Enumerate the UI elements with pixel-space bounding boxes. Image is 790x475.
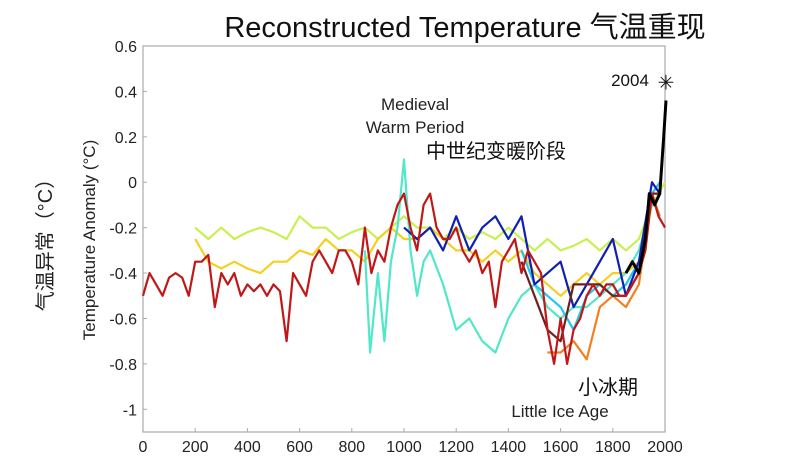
series-line-dark-red: [141, 192, 666, 365]
series-line-yellow-green: [194, 181, 666, 252]
annotation-lia-en: Little Ice Age: [511, 402, 608, 421]
annotation-warm-period: Warm Period: [366, 118, 465, 137]
x-tick-label: 1800: [595, 439, 631, 456]
x-tick-label: 800: [338, 439, 365, 456]
x-tick-label: 1400: [491, 439, 527, 456]
x-tick-label: 0: [139, 439, 148, 456]
y-tick-label: 0.4: [115, 84, 137, 101]
y-tick-label: 0: [128, 175, 137, 192]
y-tick-label: 0.2: [115, 130, 137, 147]
chart-title: Reconstructed Temperature 气温重现: [224, 11, 705, 44]
x-tick-label: 2000: [647, 439, 683, 456]
annotation-medieval: Medieval: [381, 95, 449, 114]
y-tick-label: -1: [123, 402, 137, 419]
y-axis-label: Temperature Anomaly (°C) 气温异常（°C）: [34, 140, 99, 340]
x-tick-label: 1200: [438, 439, 474, 456]
y-tick-label: -0.6: [109, 311, 137, 328]
y-axis-label-cn: 气温异常（°C）: [34, 169, 57, 311]
y-tick-label: -0.8: [109, 357, 137, 374]
y-axis-label-en: Temperature Anomaly (°C): [80, 140, 99, 340]
y-tick-label: -0.2: [109, 221, 137, 238]
x-tick-label: 1600: [543, 439, 579, 456]
x-tick-label: 1000: [386, 439, 422, 456]
y-tick-label: 0.6: [115, 39, 137, 56]
annotation-lia-cn: 小冰期: [578, 376, 638, 399]
x-tick-label: 200: [182, 439, 209, 456]
x-tick-label: 600: [286, 439, 313, 456]
series-line-yellow: [194, 204, 654, 297]
y-tick-label: -0.4: [109, 266, 137, 283]
x-tick-label: 400: [234, 439, 261, 456]
asterisk-marker-2004: ✳: [658, 72, 675, 94]
annotation-2004: 2004: [611, 71, 649, 90]
series-line-turquoise: [363, 158, 654, 354]
annotation-medieval-cn: 中世纪变暖阶段: [426, 140, 566, 163]
series-line-instrumental: [624, 100, 668, 275]
